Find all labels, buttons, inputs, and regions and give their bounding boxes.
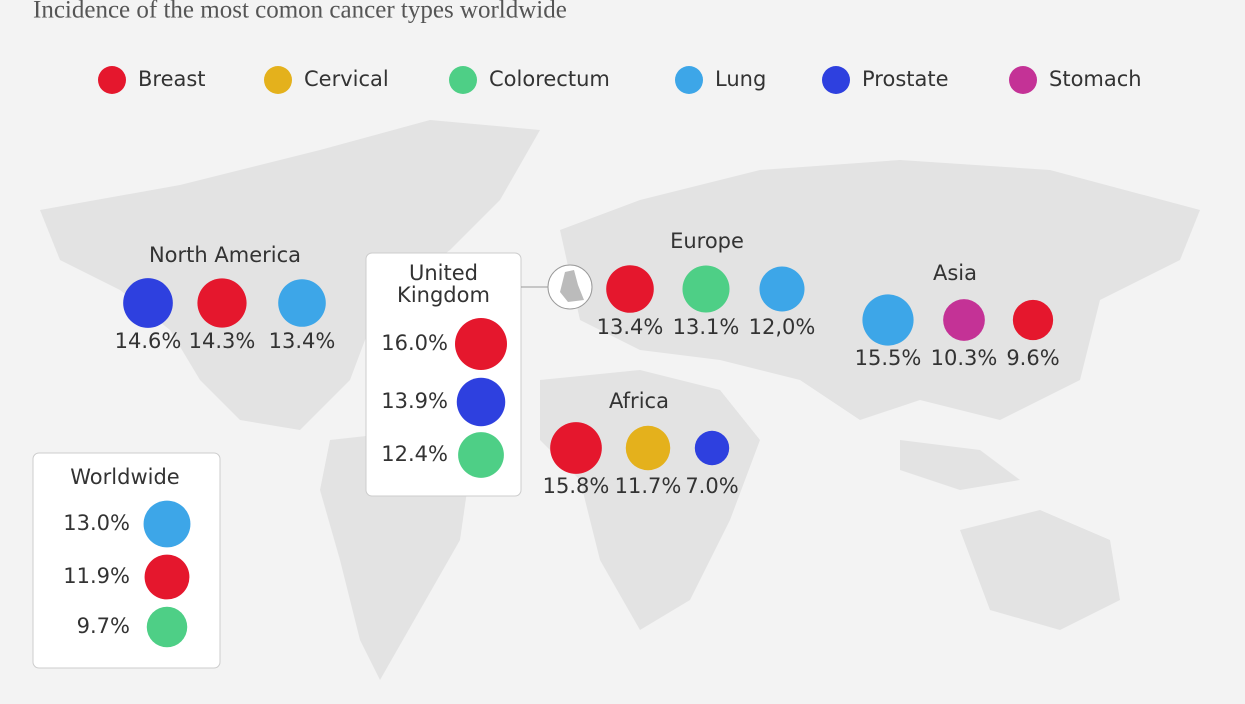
value-label: 9.6% bbox=[1006, 346, 1059, 370]
bubble bbox=[694, 430, 730, 466]
bubble bbox=[144, 554, 190, 600]
bubble bbox=[278, 279, 326, 327]
value-label: 14.6% bbox=[115, 329, 182, 353]
value-label: 13.9% bbox=[381, 389, 448, 413]
bubble bbox=[943, 299, 985, 341]
value-label: 13.1% bbox=[673, 315, 740, 339]
bubble bbox=[146, 606, 188, 648]
legend-label: Prostate bbox=[862, 67, 949, 91]
uk-title: United Kingdom bbox=[397, 261, 490, 307]
value-label: 13.4% bbox=[269, 329, 336, 353]
bubble bbox=[456, 377, 506, 427]
legend-swatch bbox=[98, 66, 126, 94]
value-label: 11.9% bbox=[63, 564, 130, 588]
bubble bbox=[123, 278, 173, 328]
value-label: 16.0% bbox=[381, 331, 448, 355]
value-label: 13.4% bbox=[597, 315, 664, 339]
legend-swatch bbox=[449, 66, 477, 94]
region-title: Worldwide bbox=[70, 465, 179, 489]
bubble bbox=[606, 265, 654, 313]
value-label: 12,0% bbox=[749, 315, 816, 339]
value-label: 11.7% bbox=[615, 474, 682, 498]
legend-label: Lung bbox=[715, 67, 766, 91]
value-label: 13.0% bbox=[63, 511, 130, 535]
legend-label: Breast bbox=[138, 67, 206, 91]
region-title: Africa bbox=[609, 389, 669, 413]
legend-swatch bbox=[264, 66, 292, 94]
bubble bbox=[759, 266, 805, 312]
bubble bbox=[682, 265, 730, 313]
legend-swatch bbox=[675, 66, 703, 94]
title: Incidence of the most comon cancer types… bbox=[33, 0, 567, 24]
bubble bbox=[143, 500, 191, 548]
bubble bbox=[550, 422, 602, 474]
value-label: 7.0% bbox=[685, 474, 738, 498]
value-label: 12.4% bbox=[381, 442, 448, 466]
region-title: North America bbox=[149, 243, 301, 267]
legend-label: Cervical bbox=[304, 67, 389, 91]
legend-label: Stomach bbox=[1049, 67, 1142, 91]
legend-label: Colorectum bbox=[489, 67, 610, 91]
region-title: Asia bbox=[933, 261, 977, 285]
value-label: 15.8% bbox=[543, 474, 610, 498]
bubble bbox=[625, 425, 671, 471]
bubble bbox=[862, 294, 914, 346]
bubble bbox=[1012, 299, 1054, 341]
value-label: 14.3% bbox=[189, 329, 256, 353]
region-title: Europe bbox=[670, 229, 744, 253]
uk-shape bbox=[560, 270, 584, 302]
value-label: 9.7% bbox=[77, 614, 130, 638]
bubble bbox=[455, 318, 507, 370]
legend-swatch bbox=[1009, 66, 1037, 94]
value-label: 10.3% bbox=[931, 346, 998, 370]
bubble bbox=[197, 278, 247, 328]
legend-swatch bbox=[822, 66, 850, 94]
value-label: 15.5% bbox=[855, 346, 922, 370]
bubble bbox=[458, 432, 504, 478]
